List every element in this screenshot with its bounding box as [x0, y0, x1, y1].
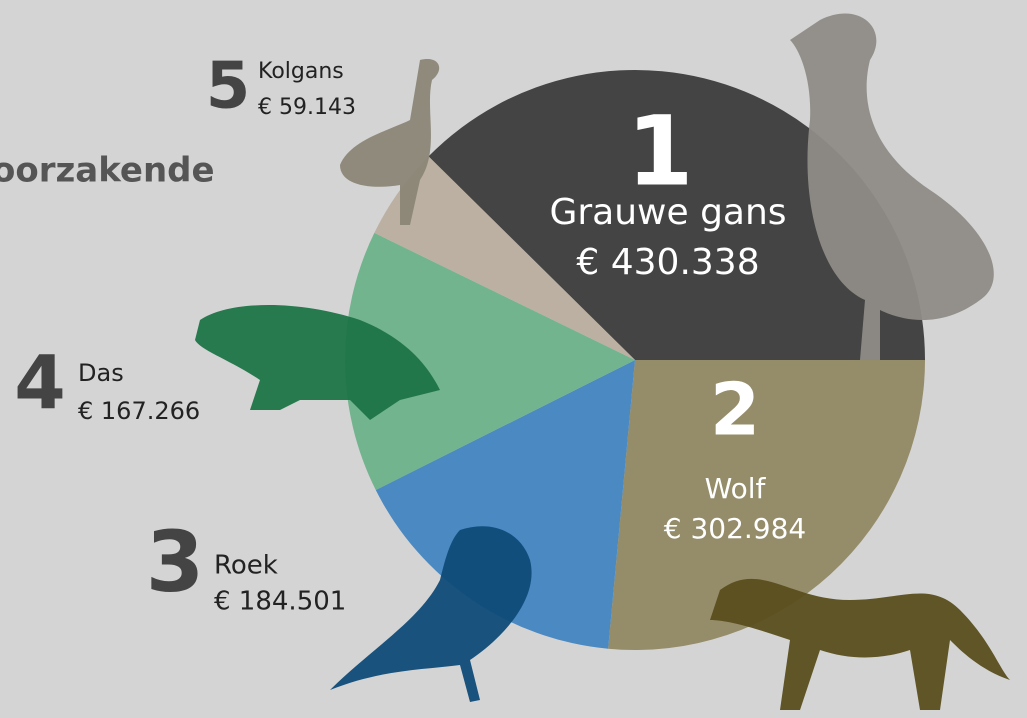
value-label: € 302.984 [664, 512, 807, 545]
category-label: Grauwe gans [549, 192, 786, 233]
category-label: Roek [214, 551, 278, 581]
category-label: Wolf [705, 472, 767, 505]
category-label: Kolgans [258, 59, 344, 84]
value-label: € 59.143 [258, 95, 356, 120]
value-label: € 184.501 [214, 587, 346, 617]
category-label: Das [78, 359, 124, 387]
chart-title: oorzakende [0, 151, 215, 191]
value-label: € 430.338 [576, 242, 759, 283]
rank-label: 1 [627, 95, 694, 207]
rank-label: 3 [146, 513, 204, 611]
pie-slice [375, 360, 635, 649]
pie-slice [345, 232, 635, 491]
pie [345, 70, 925, 651]
pie-slice [608, 359, 925, 651]
decoration [195, 13, 1010, 710]
rank-label: 5 [206, 50, 251, 124]
rank-label: 2 [710, 368, 760, 452]
value-label: € 167.266 [78, 397, 200, 425]
pie-slice [374, 156, 635, 360]
rank-label: 4 [14, 341, 66, 427]
pie-slice [428, 70, 925, 360]
